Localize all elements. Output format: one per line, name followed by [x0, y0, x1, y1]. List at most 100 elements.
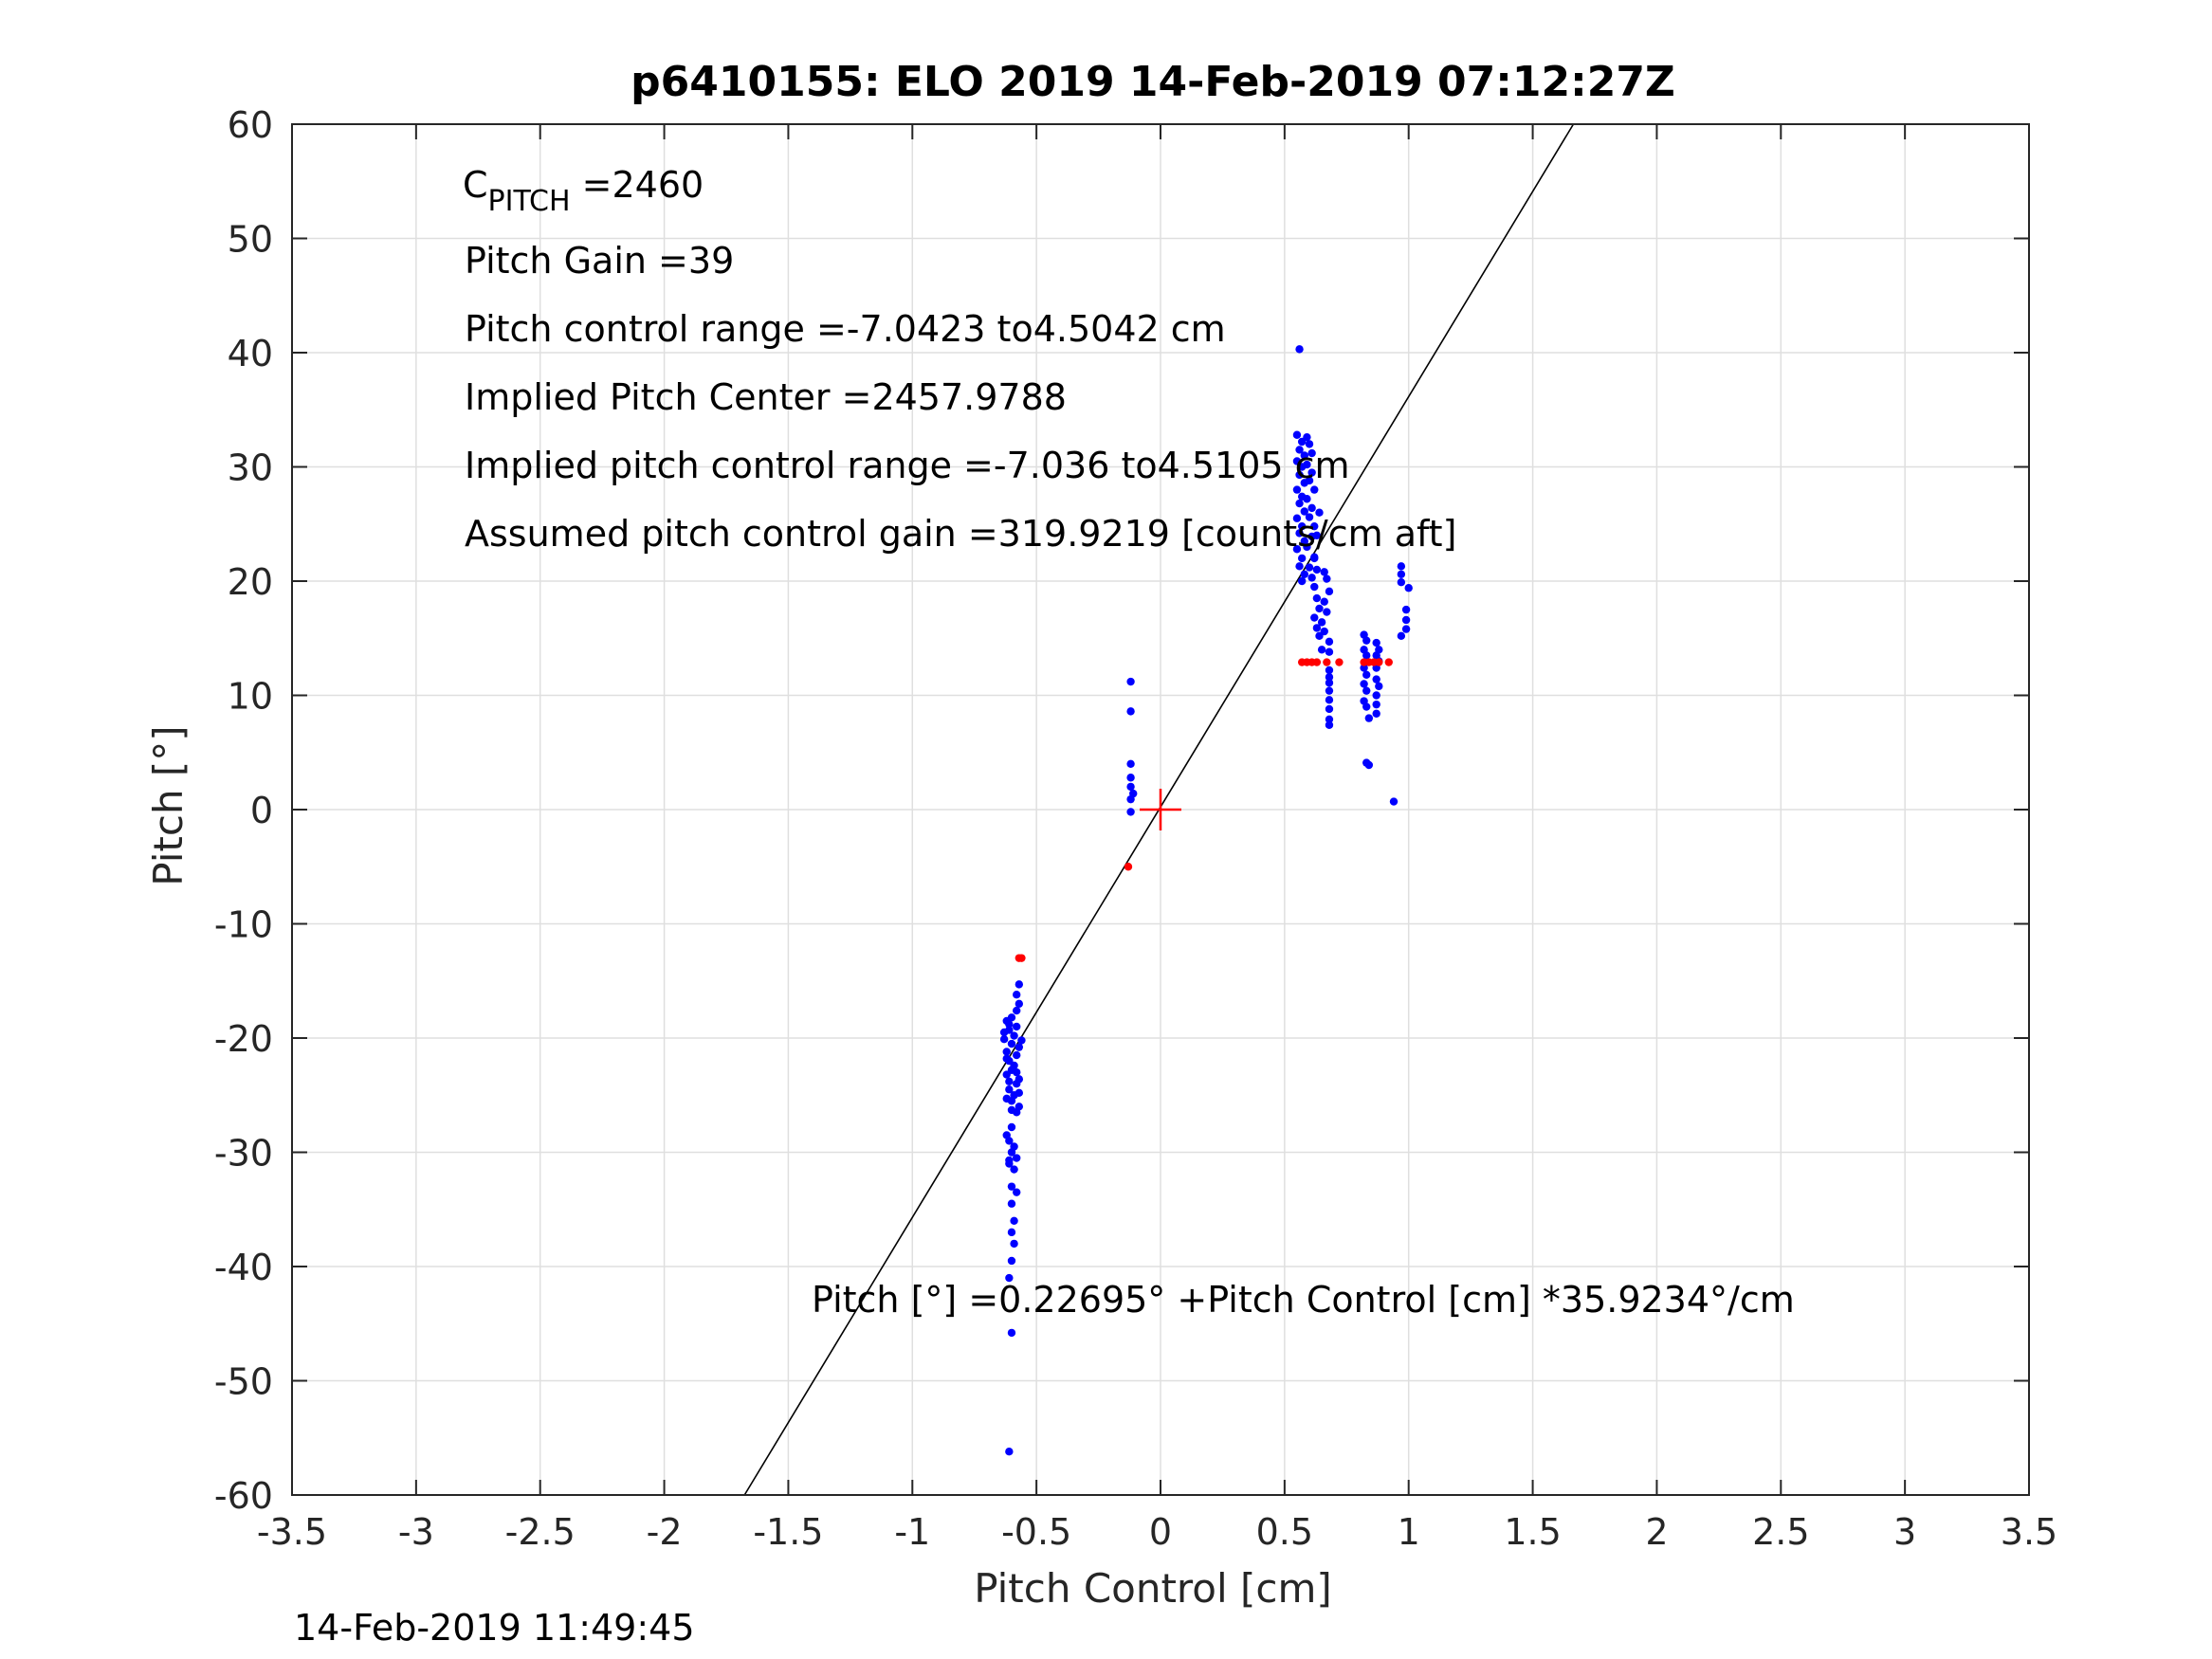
annotation-implied-pitch-center: Implied Pitch Center =2457.9788	[465, 376, 1067, 418]
blue-data-point	[1126, 677, 1135, 686]
x-tick-label: 2.5	[1752, 1511, 1809, 1553]
blue-data-point	[1325, 647, 1334, 656]
blue-data-point	[1325, 686, 1334, 695]
red-data-point	[1017, 954, 1026, 962]
blue-data-point	[1013, 991, 1021, 999]
blue-data-point	[1295, 470, 1304, 480]
blue-data-point	[1007, 1105, 1016, 1115]
c-pitch-value: =2460	[571, 164, 704, 206]
blue-data-point	[1126, 808, 1135, 816]
blue-data-point	[1307, 503, 1316, 513]
blue-data-point	[1005, 1077, 1014, 1085]
annotation-fit-equation: Pitch [°] =0.22695° +Pitch Control [cm] …	[812, 1279, 1795, 1321]
grid	[291, 123, 2030, 1496]
blue-data-point	[1126, 782, 1135, 792]
y-tick-label: 50	[228, 219, 273, 261]
annotation-assumed-pitch-control-gain: Assumed pitch control gain =319.9219 [co…	[465, 513, 1456, 555]
blue-data-point	[1320, 568, 1328, 576]
blue-data-point	[1300, 570, 1308, 578]
blue-data-point	[1017, 1036, 1026, 1045]
blue-data-point	[1295, 345, 1304, 354]
blue-data-point	[1325, 665, 1334, 675]
blue-data-point	[1013, 1154, 1021, 1162]
blue-data-point	[1397, 631, 1406, 641]
x-tick-label: 1.5	[1504, 1511, 1561, 1553]
blue-data-point	[1362, 670, 1371, 680]
annotation-implied-pitch-control-range: Implied pitch control range =-7.036 to4.…	[465, 445, 1350, 486]
blue-data-point	[1372, 700, 1380, 709]
blue-data-point	[1320, 627, 1328, 636]
annotation-pitch-control-range: Pitch control range =-7.0423 to4.5042 cm	[465, 308, 1226, 350]
blue-data-point	[1325, 704, 1334, 714]
tick-marks	[291, 123, 2030, 1496]
x-tick-label: -1.5	[753, 1511, 823, 1553]
blue-data-point	[1401, 615, 1411, 625]
x-tick-label: -1	[894, 1511, 930, 1553]
y-tick-label: -20	[214, 1018, 273, 1060]
blue-data-point	[1015, 999, 1024, 1009]
blue-data-point	[1397, 562, 1406, 571]
blue-data-point	[1010, 1165, 1018, 1174]
blue-data-point	[1126, 794, 1135, 804]
svg-text:CPITCH =2460: CPITCH =2460	[463, 164, 704, 218]
y-tick-label: 60	[228, 104, 273, 146]
blue-data-point	[1307, 574, 1316, 582]
x-tick-label: 1	[1398, 1511, 1420, 1553]
blue-data-point	[1372, 675, 1380, 684]
y-axis-label: Pitch [°]	[145, 725, 192, 885]
blue-data-point	[1005, 1156, 1014, 1165]
blue-data-point	[1297, 554, 1307, 563]
blue-data-point	[1372, 709, 1380, 718]
blue-data-point	[1323, 608, 1331, 616]
x-tick-label: 0	[1149, 1511, 1172, 1553]
x-tick-label: -2	[647, 1511, 683, 1553]
blue-data-point	[1007, 1122, 1016, 1132]
blue-data-point	[1295, 446, 1304, 454]
blue-data-point	[1015, 1088, 1024, 1098]
blue-data-point	[1401, 625, 1411, 633]
blue-data-point	[1362, 702, 1371, 711]
chart-title: p6410155: ELO 2019 14-Feb-2019 07:12:27Z	[631, 58, 1675, 106]
blue-data-point	[1310, 613, 1319, 622]
blue-data-point	[1303, 542, 1311, 552]
x-tick-label: 3	[1893, 1511, 1916, 1553]
blue-data-point	[1397, 570, 1406, 578]
y-tick-label: 40	[228, 333, 273, 374]
blue-data-point	[1007, 1328, 1016, 1338]
blue-data-point	[1310, 521, 1319, 531]
c-pitch-symbol: C	[463, 164, 488, 206]
x-tick-label: 2	[1645, 1511, 1668, 1553]
y-tick-label: 0	[250, 790, 273, 831]
blue-data-point	[1305, 513, 1314, 521]
blue-data-point	[1389, 797, 1398, 806]
blue-data-point	[1292, 485, 1302, 494]
red-data-point	[1323, 658, 1331, 666]
blue-data-point	[1007, 1182, 1016, 1191]
blue-data-point	[1005, 1448, 1014, 1456]
annotation-c-pitch: CPITCH =2460	[463, 164, 704, 218]
blue-data-point	[1300, 507, 1308, 516]
blue-data-point	[1010, 1031, 1018, 1040]
y-tick-label: 20	[228, 561, 273, 603]
y-tick-label: 30	[228, 447, 273, 489]
blue-data-point	[1007, 1039, 1016, 1048]
blue-data-point	[1312, 565, 1322, 574]
blue-data-point	[1364, 760, 1374, 770]
blue-data-point	[1362, 686, 1371, 695]
x-tick-label: -3.5	[257, 1511, 327, 1553]
blue-data-point	[1372, 638, 1380, 647]
blue-data-point	[1303, 460, 1311, 469]
blue-data-point	[1292, 430, 1302, 439]
x-tick-label: -2.5	[505, 1511, 576, 1553]
x-tick-label: 3.5	[2001, 1511, 2057, 1553]
y-tick-label: -40	[214, 1247, 273, 1288]
blue-data-point	[1325, 696, 1334, 704]
red-data-point	[1335, 658, 1344, 666]
blue-data-point	[1312, 624, 1322, 632]
blue-data-point	[1325, 637, 1334, 647]
y-tick-labels: -60 -50 -40 -30 -20 -10 0 10 20 30 40 50 60	[214, 104, 273, 1517]
blue-data-point	[1397, 578, 1406, 587]
blue-data-point	[1305, 476, 1314, 485]
blue-data-point	[1292, 514, 1302, 522]
